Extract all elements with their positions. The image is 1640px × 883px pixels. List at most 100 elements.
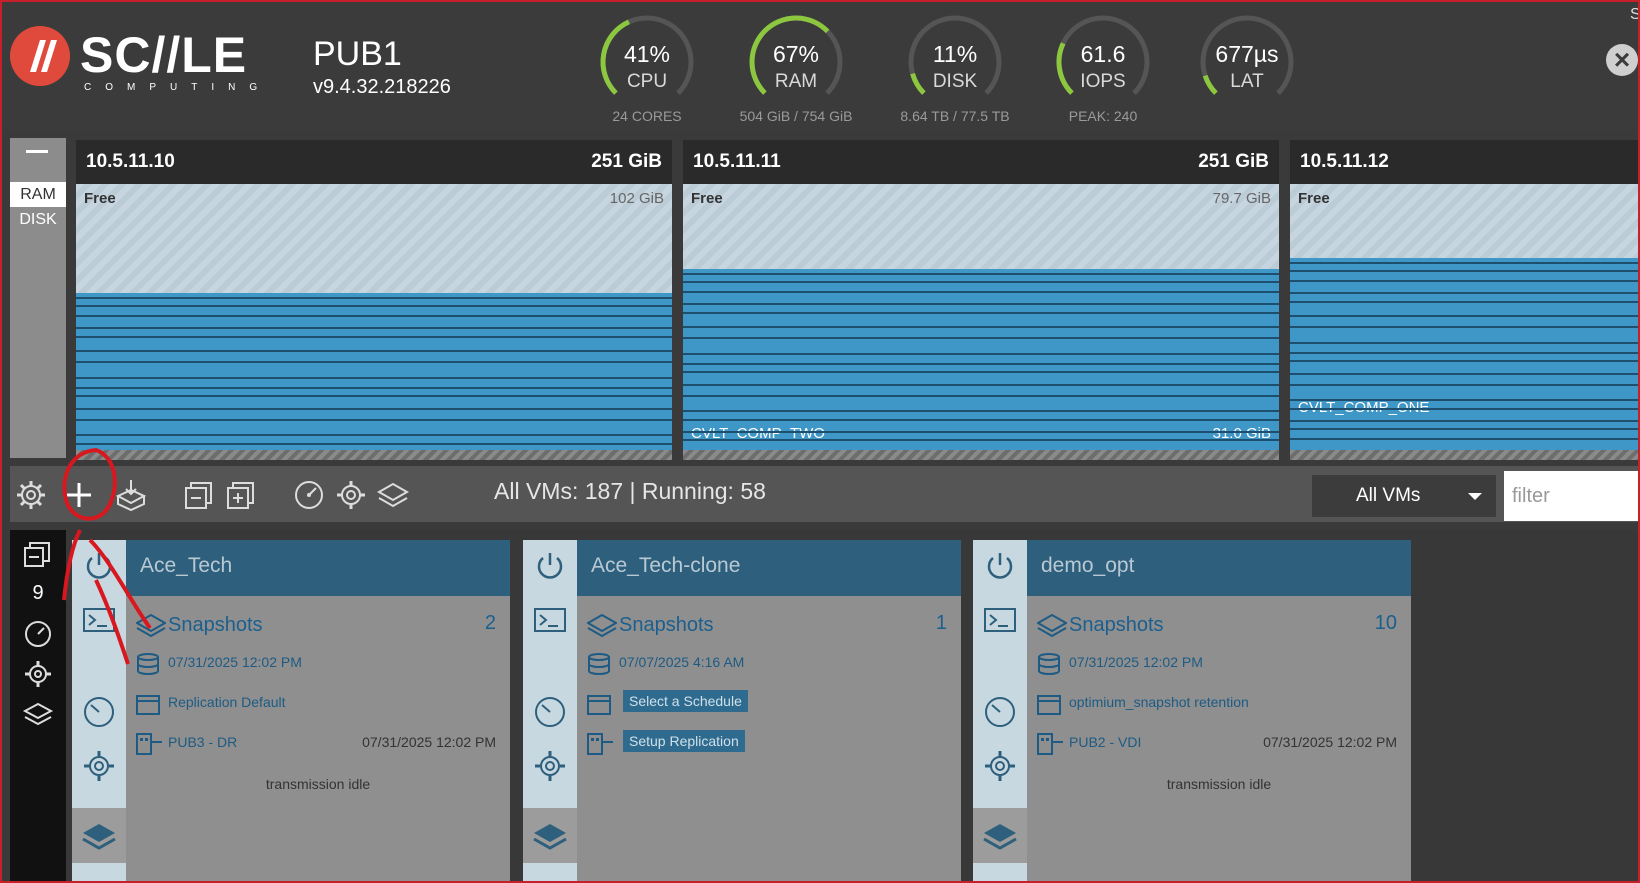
replication-status: transmission idle [1166, 776, 1272, 792]
replication-target[interactable]: PUB3 - DR [168, 734, 238, 750]
layers-icon[interactable] [376, 478, 410, 512]
select-schedule-button[interactable]: Select a Schedule [623, 690, 748, 712]
vm-memory-divider [76, 305, 672, 307]
vm-memory-divider [683, 303, 1279, 305]
node-header: 10.5.11.10 251 GiB [76, 140, 672, 184]
node-card[interactable]: 10.5.11.11 251 GiB Free 79.7 GiB CVLT_CO… [683, 140, 1279, 460]
vm-card-header[interactable]: Ace_Tech [126, 540, 510, 596]
power-icon[interactable] [532, 548, 568, 584]
vm-memory-divider [683, 337, 1279, 339]
replication-status: transmission idle [265, 776, 371, 792]
vm-card[interactable]: Ace_Tech-clone Snapshots 1 07/07/2025 4:… [523, 540, 961, 883]
setup-replication-button[interactable]: Setup Replication [623, 730, 745, 752]
vm-memory-divider [76, 361, 672, 363]
collapse-panel-button[interactable] [26, 150, 48, 153]
snapshots-layers-icon[interactable] [532, 818, 568, 854]
vm-memory-divider [76, 297, 672, 299]
add-vm-icon[interactable] [62, 478, 96, 512]
schedule-name[interactable]: optimium_snapshot retention [1069, 694, 1249, 710]
vm-memory-divider [683, 384, 1279, 386]
node-used-area[interactable] [76, 293, 672, 450]
collapse-all-icon[interactable] [182, 478, 216, 512]
vm-card-header[interactable]: Ace_Tech-clone [577, 540, 961, 596]
vm-memory-divider [76, 315, 672, 317]
performance-icon[interactable] [22, 618, 54, 650]
ram-gauge-arc [749, 15, 843, 95]
schedule-name[interactable]: Replication Default [168, 694, 286, 710]
gear-icon[interactable] [982, 748, 1018, 784]
iops-label: IOPS [1080, 71, 1126, 92]
vm-card-header[interactable]: demo_opt [1027, 540, 1411, 596]
vm-memory-divider [683, 395, 1279, 397]
filter-input[interactable] [1504, 471, 1640, 521]
gear-icon[interactable] [81, 748, 117, 784]
vm-memory-divider [1290, 315, 1640, 317]
vm-memory-divider [76, 408, 672, 410]
ram-gauge[interactable]: 67% RAM 504 GiB / 754 GiB [740, 8, 852, 128]
node-free-area: Free 102 GiB [76, 184, 672, 293]
vm-memory-divider [1290, 399, 1640, 401]
cpu-gauge[interactable]: 41% CPU 24 CORES [592, 8, 702, 128]
performance-icon[interactable] [532, 694, 568, 730]
console-icon[interactable] [81, 602, 117, 638]
gear-icon[interactable] [532, 748, 568, 784]
gear-icon[interactable] [22, 658, 54, 690]
vm-card-sidebar [523, 540, 577, 883]
free-label: Free [84, 190, 116, 207]
top-header: SC//LE COMPUTING PUB1 v9.4.32.218226 41%… [0, 0, 1640, 130]
performance-icon[interactable] [81, 694, 117, 730]
layers-icon[interactable] [22, 698, 54, 730]
vm-stack-icon[interactable] [22, 538, 54, 570]
power-icon[interactable] [982, 548, 1018, 584]
last-snapshot-time: 07/31/2025 12:02 PM [1069, 654, 1203, 670]
node-card[interactable]: 10.5.11.10 251 GiB Free 102 GiB [76, 140, 672, 460]
iops-gauge[interactable]: 61.6 IOPS PEAK: 240 [1048, 8, 1158, 128]
node-footer-bar [76, 450, 672, 460]
disk-gauge[interactable]: 11% DISK 8.64 TB / 77.5 TB [900, 8, 1010, 128]
expand-all-icon[interactable] [224, 478, 258, 512]
import-vm-icon[interactable] [114, 478, 148, 512]
vm-view-select[interactable]: All VMs [1312, 475, 1496, 517]
vm-memory-divider [683, 419, 1279, 421]
replication-icon [587, 733, 613, 755]
gear-icon[interactable] [334, 478, 368, 512]
console-icon[interactable] [532, 602, 568, 638]
node-used-area[interactable]: CVLT_COMP_ONE [1290, 258, 1640, 450]
latency-gauge[interactable]: 677µs LAT [1192, 8, 1302, 128]
snapshots-layers-icon[interactable] [982, 818, 1018, 854]
snapshots-count: 2 [484, 612, 496, 634]
snapshots-count: 1 [935, 612, 947, 634]
node-used-area[interactable]: CVLT_COMP_TWO 31.0 GiB [683, 269, 1279, 450]
replication-icon [136, 733, 162, 755]
vm-memory-divider [76, 395, 672, 397]
vm-memory-divider [1290, 408, 1640, 410]
vm-card-sidebar [973, 540, 1027, 883]
vm-memory-divider [683, 371, 1279, 373]
close-button[interactable]: × [1606, 44, 1638, 76]
disk-toggle-option[interactable]: DISK [19, 211, 57, 228]
power-icon[interactable] [81, 548, 117, 584]
node-footer-bar [1290, 450, 1640, 460]
latency-gauge-arc [1200, 15, 1294, 95]
vm-memory-divider [683, 431, 1279, 433]
node-card[interactable]: 10.5.11.12 Free CVLT_COMP_ONE [1290, 140, 1640, 460]
replication-target[interactable]: PUB2 - VDI [1069, 734, 1142, 750]
vm-memory-divider [1290, 373, 1640, 375]
performance-icon[interactable] [292, 478, 326, 512]
brand-logo-subtext: COMPUTING [84, 82, 272, 93]
vm-card[interactable]: Ace_Tech Snapshots 2 07/31/2025 12:02 PM… [72, 540, 510, 883]
ram-toggle-option[interactable]: RAM [10, 182, 66, 207]
console-icon[interactable] [982, 602, 1018, 638]
vm-memory-divider [1290, 360, 1640, 362]
vm-memory-divider [1290, 326, 1640, 328]
performance-icon[interactable] [982, 694, 1018, 730]
node-total-ram: 251 GiB [1198, 151, 1269, 172]
cpu-gauge-arc [600, 15, 694, 95]
vm-memory-divider [1290, 352, 1640, 354]
vm-summary: All VMs: 187 | Running: 58 [494, 478, 766, 504]
latency-label: LAT [1230, 71, 1264, 92]
corner-text: S [1630, 6, 1640, 23]
snapshots-layers-icon[interactable] [81, 818, 117, 854]
vm-card[interactable]: demo_opt Snapshots 10 07/31/2025 12:02 P… [973, 540, 1411, 883]
settings-icon[interactable] [14, 478, 48, 512]
